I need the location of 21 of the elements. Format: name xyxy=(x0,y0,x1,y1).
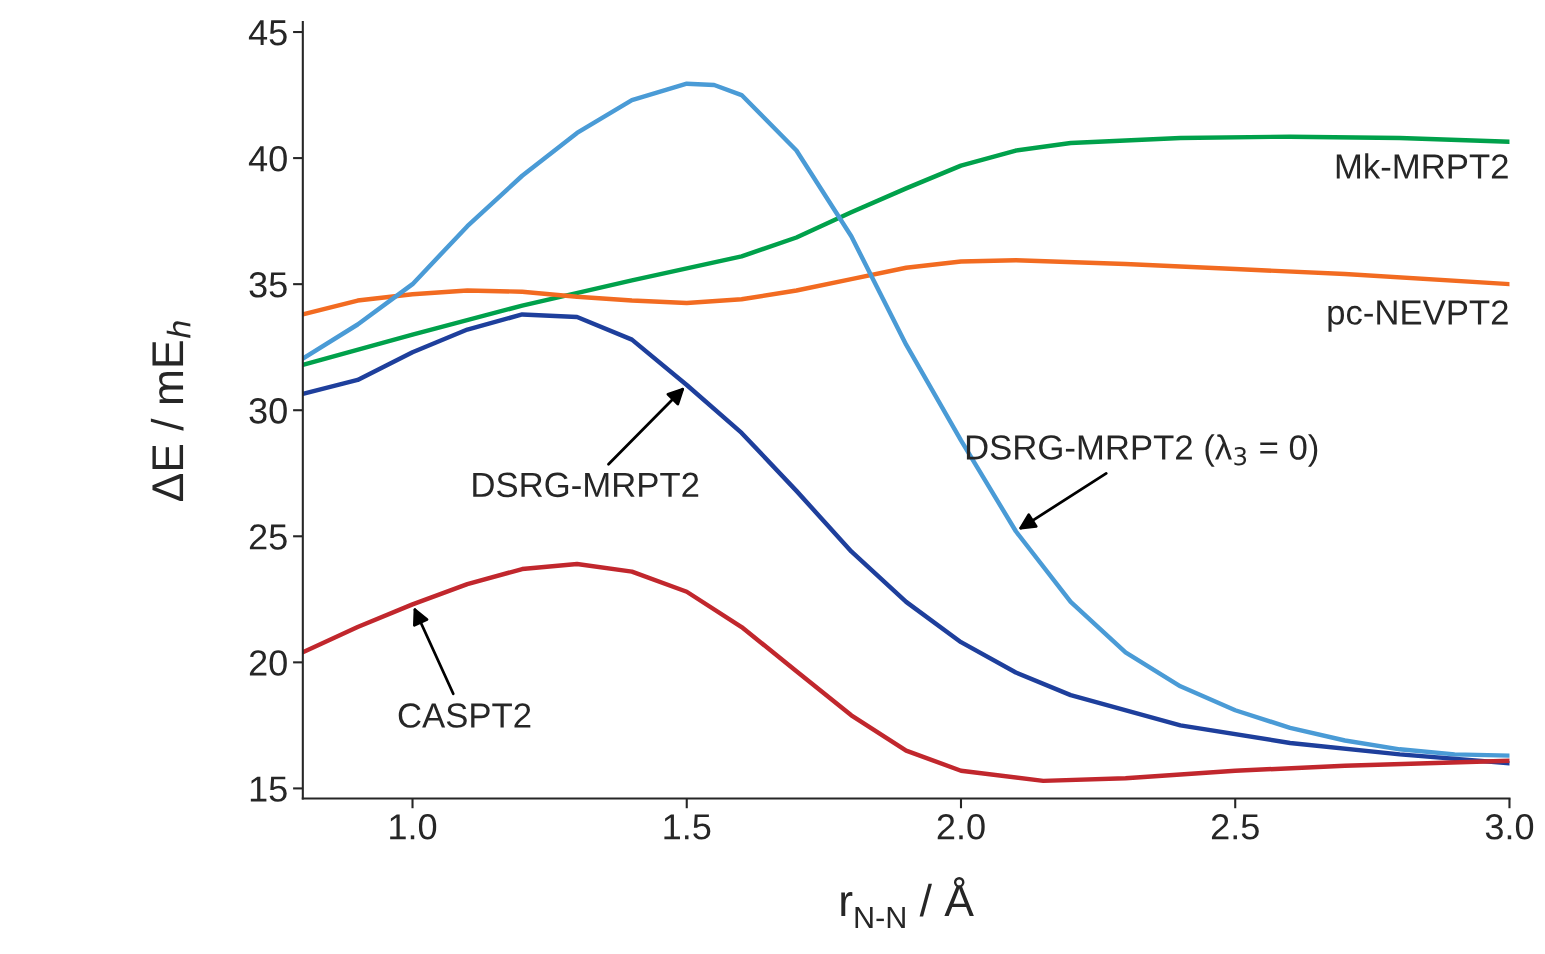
x-tick-label: 3.0 xyxy=(1485,814,1534,840)
series-label: pc-NEVPT2 xyxy=(1328,300,1508,332)
x-tick-label: 2.0 xyxy=(937,814,985,840)
y-tick-label: 30 xyxy=(249,398,287,424)
line-series xyxy=(302,81,1510,758)
y-tick-label: 35 xyxy=(249,272,287,298)
y-tick-label: 25 xyxy=(249,524,287,550)
x-tick-label: 1.0 xyxy=(390,814,437,840)
line-series xyxy=(302,134,1510,368)
series-label: Mk-MRPT2 xyxy=(1336,153,1508,179)
x-tick-label: 1.5 xyxy=(664,814,711,840)
text: CASPT2 xyxy=(398,703,531,728)
y-tick-label: 20 xyxy=(249,650,287,676)
series-label: DSRG-MRPT2 (λ$_{3}$ = 0) xyxy=(966,434,1318,467)
series-label: DSRG-MRPT2 xyxy=(473,472,699,498)
y-tick-label: 15 xyxy=(250,776,287,802)
y-tick-label: 45 xyxy=(248,20,287,46)
x-tick-label: 2.5 xyxy=(1211,814,1259,840)
y-tick-label: 40 xyxy=(248,145,287,172)
line-series xyxy=(302,561,1510,784)
y-axis-title: ΔE / mE$_{h}$ xyxy=(150,321,191,502)
